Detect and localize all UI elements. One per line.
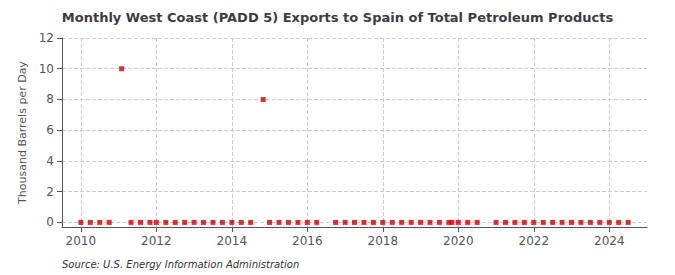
svg-text:2014: 2014 [217,234,248,248]
svg-text:2010: 2010 [66,234,97,248]
svg-text:2020: 2020 [443,234,474,248]
svg-text:2012: 2012 [141,234,172,248]
svg-text:10: 10 [39,62,54,76]
svg-text:6: 6 [46,123,54,137]
svg-text:Source: U.S. Energy Informatio: Source: U.S. Energy Information Administ… [62,259,299,270]
svg-text:8: 8 [46,92,54,106]
svg-text:2024: 2024 [594,234,625,248]
svg-text:4: 4 [46,154,54,168]
svg-text:2018: 2018 [368,234,399,248]
svg-text:0: 0 [46,215,54,229]
svg-text:2022: 2022 [519,234,550,248]
svg-text:2016: 2016 [292,234,323,248]
svg-text:Thousand Barrels per Day: Thousand Barrels per Day [16,61,29,205]
svg-text:12: 12 [39,31,54,45]
svg-text:Monthly West Coast (PADD 5) Ex: Monthly West Coast (PADD 5) Exports to S… [62,10,614,25]
svg-text:2: 2 [46,185,54,199]
